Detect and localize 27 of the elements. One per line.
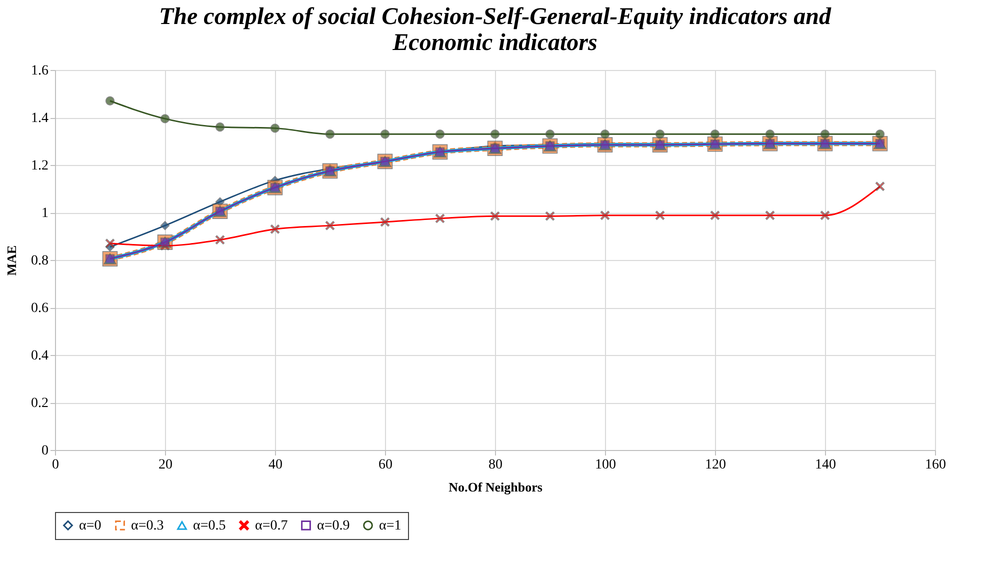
legend-label: α=1: [379, 518, 402, 534]
y-axis-title: MAE: [4, 245, 19, 276]
x-tick-label: 100: [595, 458, 616, 472]
legend-label: α=0.7: [255, 518, 288, 534]
y-tick-label: 0.6: [31, 301, 48, 316]
legend-label: α=0.9: [317, 518, 350, 534]
x-tick-label: 60: [378, 458, 392, 472]
y-tick-label: 0: [42, 444, 48, 458]
y-tick-label: 1.6: [31, 64, 48, 78]
x-tick-label: 80: [488, 458, 502, 472]
x-tick-label: 140: [815, 458, 836, 472]
x-axis-title: No.Of Neighbors: [448, 480, 542, 494]
x-tick-label: 20: [158, 458, 172, 472]
x-tick-label: 40: [268, 458, 282, 472]
x-tick-label: 160: [925, 458, 946, 472]
x-tick-label: 0: [52, 458, 59, 472]
y-tick-label: 1.4: [31, 111, 48, 126]
y-tick-label: 0.2: [31, 396, 48, 411]
y-tick-label: 0.8: [31, 254, 48, 268]
chart-title: The complex of social Cohesion-Self-General-Equity indicators and Economic indicators: [159, 4, 832, 56]
y-tick-label: 0.4: [31, 348, 48, 364]
y-tick-label: 1.2: [31, 158, 48, 174]
legend-label: α=0: [79, 518, 102, 534]
x-tick-label: 120: [705, 458, 726, 472]
legend-label: α=0.3: [131, 518, 164, 534]
y-tick-label: 1: [42, 206, 48, 221]
legend-label: α=0.5: [193, 518, 226, 534]
